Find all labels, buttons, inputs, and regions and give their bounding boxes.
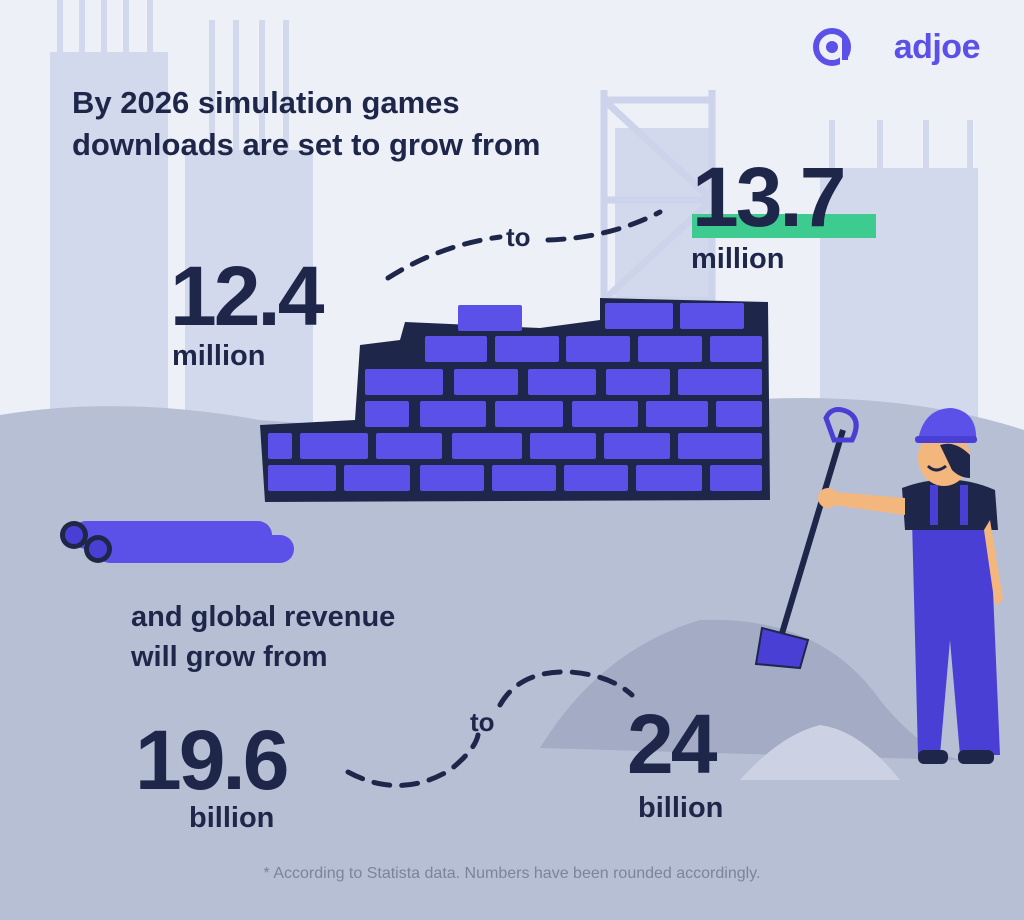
revenue-to-value: 24 [627, 697, 717, 791]
revenue-subhead-line-2: will grow from [131, 641, 328, 673]
sand-pile-light [740, 725, 900, 780]
revenue-to-unit: billion [638, 792, 724, 824]
brick-wall [260, 298, 770, 502]
revenue-connector: to [470, 707, 495, 737]
brand-logo: adjoe [848, 28, 981, 67]
downloads-to-unit: million [691, 243, 785, 275]
revenue-subhead-line-1: and global revenue [131, 601, 396, 633]
headline-line-2: downloads are set to grow from [72, 127, 541, 162]
downloads-connector: to [506, 222, 531, 252]
revenue-dashed-arrow-right [497, 669, 635, 708]
downloads-to-value: 13.7 [692, 150, 846, 244]
headline: By 2026 simulation games downloads are s… [72, 82, 632, 166]
downloads-dashed-arrow-left [385, 234, 503, 281]
background-buildings [50, 52, 978, 430]
pipes [60, 521, 294, 563]
revenue-subhead: and global revenue will grow from [131, 597, 491, 677]
downloads-from-unit: million [172, 340, 266, 372]
downloads-dashed-arrow-right [545, 209, 663, 243]
adjoe-logo-icon [813, 28, 851, 66]
headline-line-1: By 2026 simulation games [72, 85, 460, 120]
construction-worker [754, 407, 1003, 764]
footnote: * According to Statista data. Numbers ha… [263, 865, 761, 882]
revenue-from-unit: billion [189, 802, 275, 834]
downloads-from-value: 12.4 [170, 249, 324, 343]
rebar-spikes [57, 0, 973, 170]
highlight-bar [692, 214, 876, 238]
sand-pile [540, 619, 960, 760]
revenue-from-value: 19.6 [135, 713, 289, 807]
revenue-dashed-arrow-left [345, 732, 481, 788]
logo-text: adjoe [893, 28, 981, 66]
